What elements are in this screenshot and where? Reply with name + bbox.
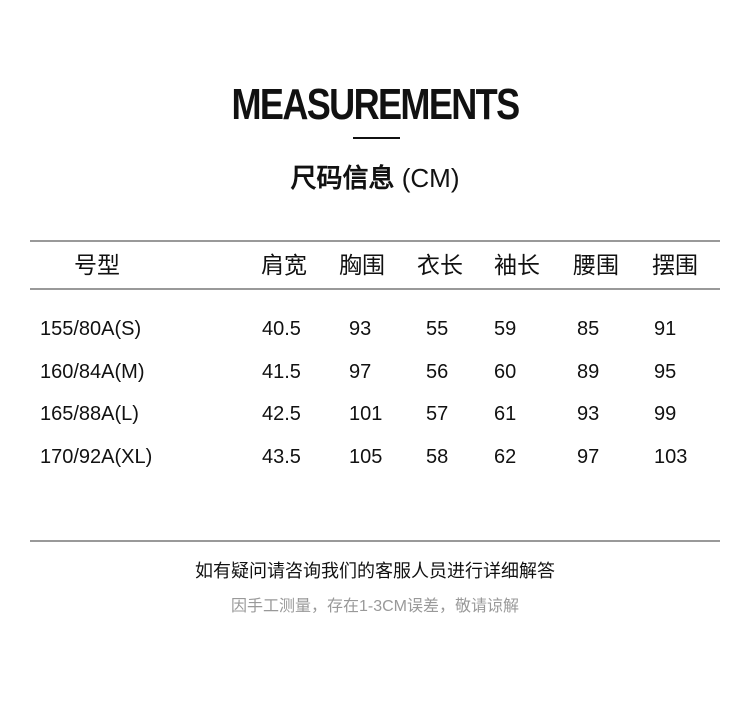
table-top-rule	[30, 240, 720, 242]
value-cell: 97	[349, 361, 372, 383]
column-header: 腰围	[573, 252, 619, 278]
table-row: 165/88A(L) 42.5 101 57 61 93 99	[0, 401, 750, 427]
size-cell: 155/80A(S)	[40, 318, 142, 340]
table-bottom-rule	[30, 540, 720, 542]
column-header: 袖长	[494, 252, 540, 278]
size-cell: 170/92A(XL)	[40, 446, 153, 468]
value-cell: 61	[494, 403, 517, 425]
value-cell: 95	[654, 361, 677, 383]
value-cell: 103	[654, 446, 688, 468]
value-cell: 85	[577, 318, 600, 340]
table-header-rule	[30, 288, 720, 290]
value-cell: 105	[349, 446, 383, 468]
value-cell: 101	[349, 403, 383, 425]
column-header: 摆围	[652, 252, 698, 278]
value-cell: 59	[494, 318, 517, 340]
value-cell: 91	[654, 318, 677, 340]
value-cell: 62	[494, 446, 517, 468]
value-cell: 93	[577, 403, 600, 425]
subtitle: 尺码信息 (CM)	[0, 160, 750, 196]
value-cell: 58	[426, 446, 449, 468]
column-header: 号型	[74, 252, 120, 278]
column-header: 衣长	[417, 252, 463, 278]
value-cell: 60	[494, 361, 517, 383]
disclaimer-note: 因手工测量，存在1-3CM误差，敬请谅解	[230, 598, 519, 615]
table-row: 155/80A(S) 40.5 93 55 59 85 91	[0, 316, 750, 342]
column-header: 肩宽	[261, 252, 307, 278]
value-cell: 41.5	[262, 361, 301, 383]
value-cell: 89	[577, 361, 600, 383]
value-cell: 99	[654, 403, 677, 425]
value-cell: 57	[426, 403, 449, 425]
table-row: 170/92A(XL) 43.5 105 58 62 97 103	[0, 444, 750, 470]
value-cell: 93	[349, 318, 372, 340]
title-divider	[353, 137, 400, 139]
value-cell: 97	[577, 446, 600, 468]
size-cell: 165/88A(L)	[40, 403, 139, 425]
table-row: 160/84A(M) 41.5 97 56 60 89 95	[0, 359, 750, 385]
page-title: MEASUREMENTS	[231, 80, 520, 129]
value-cell: 55	[426, 318, 449, 340]
value-cell: 42.5	[262, 403, 301, 425]
value-cell: 40.5	[262, 318, 301, 340]
value-cell: 56	[426, 361, 449, 383]
subtitle-unit: (CM)	[401, 163, 460, 193]
value-cell: 43.5	[262, 446, 301, 468]
size-cell: 160/84A(M)	[40, 361, 145, 383]
subtitle-text: 尺码信息	[290, 163, 395, 193]
contact-note: 如有疑问请咨询我们的客服人员进行详细解答	[195, 561, 555, 581]
column-header: 胸围	[339, 252, 385, 278]
